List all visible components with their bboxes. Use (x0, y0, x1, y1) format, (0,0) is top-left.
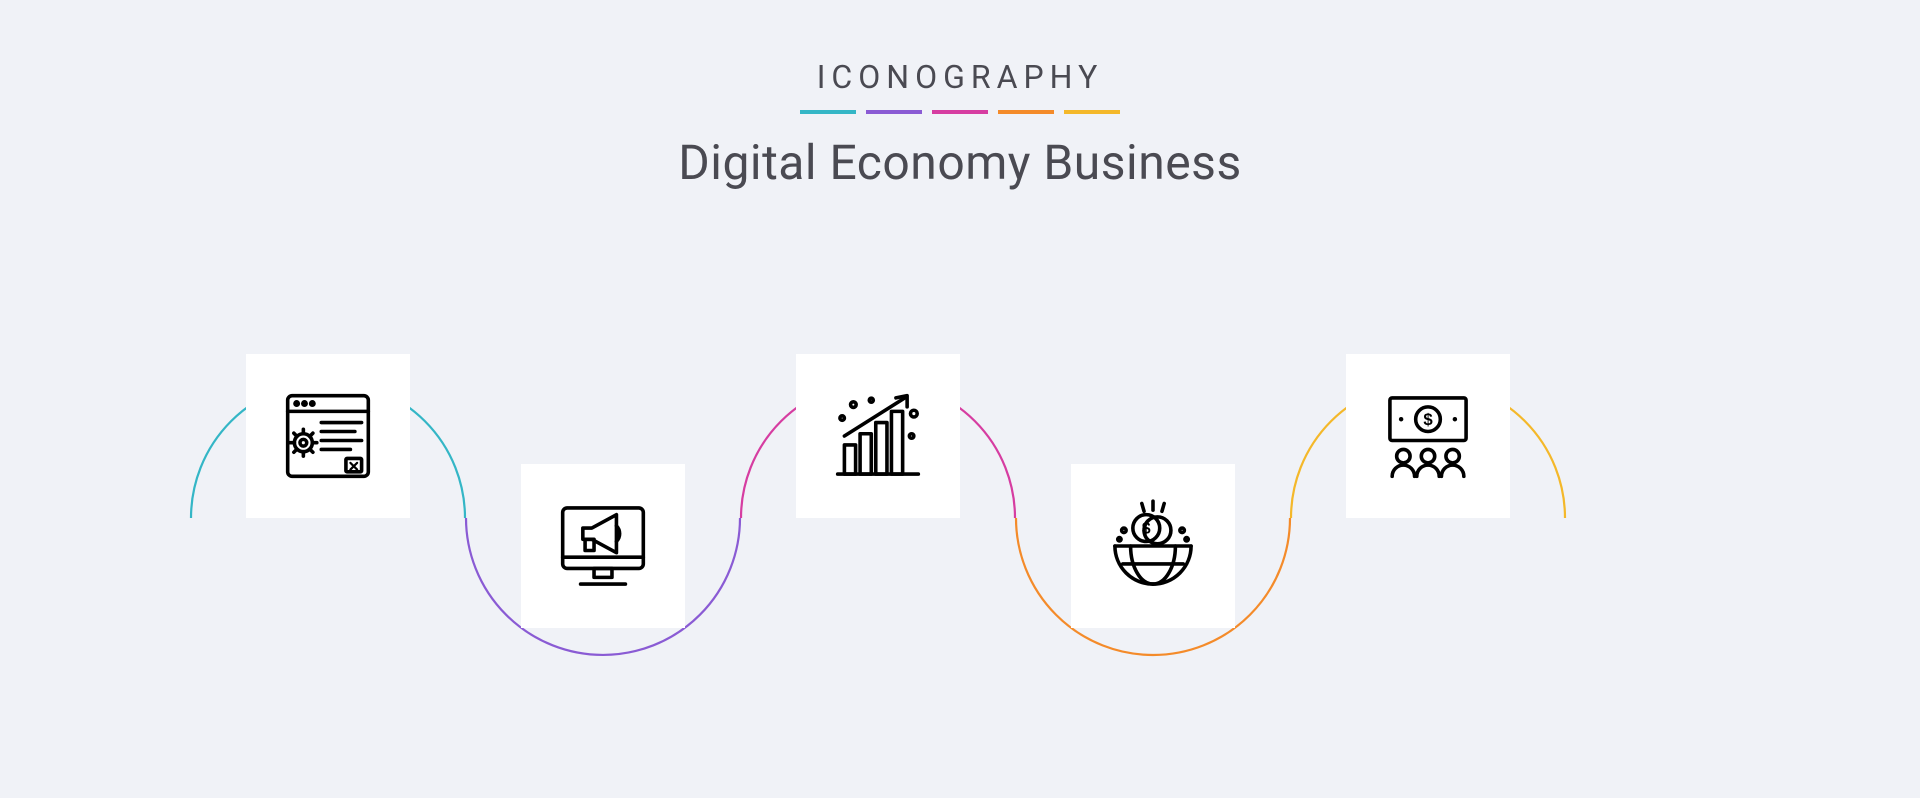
icon-stage: $ $ (0, 278, 1920, 798)
pack-title: Digital Economy Business (0, 134, 1920, 191)
stripe-1 (800, 110, 856, 114)
icon-card-global-money: $ (1071, 464, 1235, 628)
icon-card-bar-chart (796, 354, 960, 518)
stripe-4 (998, 110, 1054, 114)
digital-marketing-icon (547, 490, 659, 602)
brand-label: ICONOGRAPHY (0, 58, 1920, 96)
icon-card-crowdfunding: $ (1346, 354, 1510, 518)
web-settings-icon (272, 380, 384, 492)
stripe-3 (932, 110, 988, 114)
svg-text:$: $ (1423, 410, 1433, 429)
brand-stripes (0, 110, 1920, 114)
bar-chart-growth-icon (822, 380, 934, 492)
global-money-icon: $ (1097, 490, 1209, 602)
stripe-5 (1064, 110, 1120, 114)
icon-card-digital-marketing (521, 464, 685, 628)
icon-card-web-settings (246, 354, 410, 518)
stripe-2 (866, 110, 922, 114)
crowdfunding-icon: $ (1372, 380, 1484, 492)
svg-text:$: $ (1142, 521, 1151, 538)
